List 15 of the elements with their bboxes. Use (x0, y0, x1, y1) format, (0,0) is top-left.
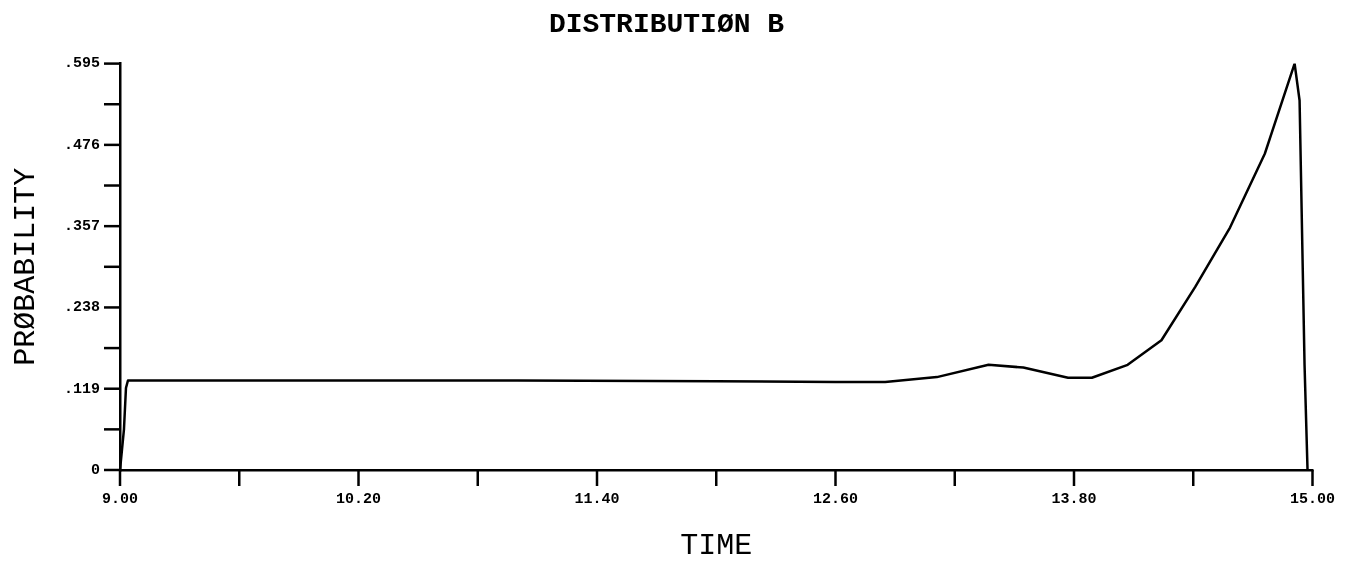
y-tick-label: .357 (63, 217, 101, 235)
x-axis-title: TIME (680, 528, 753, 563)
x-tick-label: 15.00 (1289, 490, 1335, 508)
x-tick-label: 9.00 (102, 490, 139, 508)
y-tick-label: .476 (63, 136, 101, 154)
y-axis-title: PRØBABILITY (8, 167, 43, 366)
x-tick-label: 12.60 (812, 490, 859, 508)
y-tick-label: 0 (90, 461, 101, 479)
x-tick-label: 13.80 (1051, 490, 1097, 508)
y-tick-label: .238 (63, 299, 101, 317)
chart-title: DISTRIBUTIØN B (548, 8, 785, 40)
x-tick-label: 11.40 (574, 490, 620, 508)
y-tick-label: .595 (63, 55, 101, 73)
x-tick-label: 10.20 (336, 490, 382, 508)
y-tick-label: .119 (63, 380, 101, 398)
